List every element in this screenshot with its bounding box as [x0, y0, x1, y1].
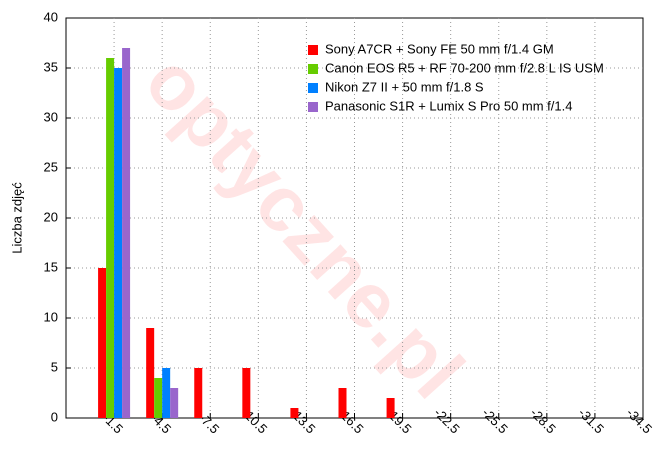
x-tick-label: -22.5: [431, 405, 463, 437]
y-tick-label: 25: [44, 159, 58, 174]
bar: [98, 268, 107, 418]
bar: [338, 388, 347, 418]
bar: [386, 398, 395, 418]
bar: [170, 388, 179, 418]
y-tick-label: 20: [44, 209, 58, 224]
bar: [106, 58, 115, 418]
legend-swatch: [308, 83, 318, 93]
x-tick-label: -28.5: [527, 405, 559, 437]
bar: [162, 368, 171, 418]
legend-swatch: [308, 64, 318, 74]
legend-label: Panasonic S1R + Lumix S Pro 50 mm f/1.4: [325, 98, 572, 113]
bar: [122, 48, 131, 418]
legend-label: Canon EOS R5 + RF 70-200 mm f/2.8 L IS U…: [325, 60, 604, 75]
y-tick-label: 15: [44, 259, 58, 274]
legend-swatch: [308, 102, 318, 112]
legend-swatch: [308, 45, 318, 55]
y-tick-label: 5: [51, 359, 58, 374]
y-axis-label: Liczba zdjęć: [9, 182, 24, 254]
bar: [194, 368, 203, 418]
y-tick-label: 30: [44, 109, 58, 124]
bar: [154, 378, 163, 418]
y-tick-label: 0: [51, 409, 58, 424]
y-tick-label: 35: [44, 59, 58, 74]
x-tick-label: -31.5: [575, 405, 607, 437]
x-tick-label: -34.5: [623, 405, 655, 437]
y-tick-label: 10: [44, 309, 58, 324]
y-tick-label: 40: [44, 9, 58, 24]
legend-label: Nikon Z7 II + 50 mm f/1.8 S: [325, 79, 484, 94]
bar: [146, 328, 155, 418]
bar: [290, 408, 299, 418]
bar: [242, 368, 251, 418]
x-tick-label: -25.5: [479, 405, 511, 437]
bar: [114, 68, 123, 418]
legend-label: Sony A7CR + Sony FE 50 mm f/1.4 GM: [325, 41, 554, 56]
